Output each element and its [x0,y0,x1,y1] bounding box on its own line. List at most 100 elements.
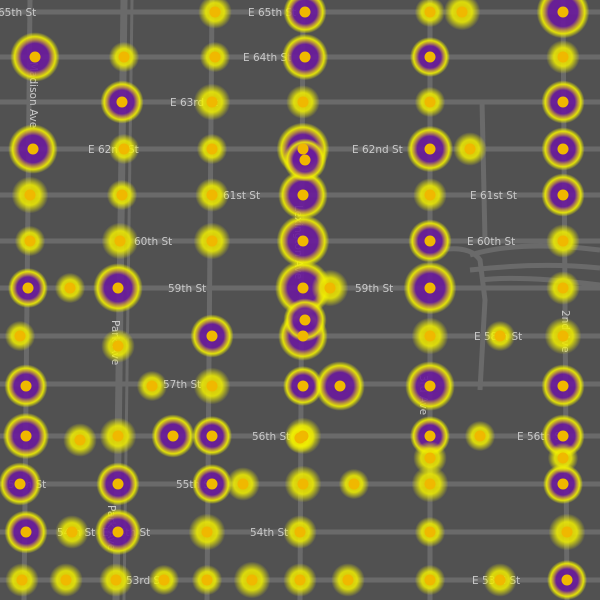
data-point[interactable] [24,235,36,247]
data-point[interactable] [557,452,569,464]
data-point[interactable] [424,235,436,247]
data-point[interactable] [297,282,309,294]
data-point[interactable] [112,478,124,490]
street-label: E 60th St [467,236,515,248]
data-point[interactable] [424,96,436,108]
data-point[interactable] [66,526,78,538]
data-point[interactable] [424,380,436,392]
data-point[interactable] [14,330,26,342]
data-point[interactable] [557,380,569,392]
data-point[interactable] [557,189,569,201]
data-point[interactable] [294,526,306,538]
data-point[interactable] [424,574,436,586]
data-point[interactable] [158,574,170,586]
data-point[interactable] [424,143,436,155]
data-point[interactable] [324,282,336,294]
data-point[interactable] [206,96,218,108]
data-point[interactable] [112,340,124,352]
data-point[interactable] [110,574,122,586]
data-point[interactable] [206,330,218,342]
data-point[interactable] [112,526,124,538]
data-point[interactable] [112,282,124,294]
data-point[interactable] [299,51,311,63]
data-point[interactable] [494,574,506,586]
data-point[interactable] [237,478,249,490]
data-point[interactable] [206,430,218,442]
data-point[interactable] [297,478,309,490]
data-point[interactable] [297,235,309,247]
data-point[interactable] [299,314,311,326]
data-point[interactable] [206,235,218,247]
data-point[interactable] [112,430,124,442]
data-point[interactable] [297,96,309,108]
data-point[interactable] [557,282,569,294]
data-point[interactable] [456,6,468,18]
data-point[interactable] [424,330,436,342]
data-point[interactable] [22,282,34,294]
data-point[interactable] [114,235,126,247]
data-point[interactable] [146,380,158,392]
data-point[interactable] [116,96,128,108]
data-point[interactable] [299,6,311,18]
data-point[interactable] [561,574,573,586]
data-point[interactable] [206,143,218,155]
data-point[interactable] [294,432,306,444]
data-point[interactable] [494,330,506,342]
data-point[interactable] [64,282,76,294]
street-label: E 64th St [243,52,291,64]
data-point[interactable] [27,143,39,155]
data-point[interactable] [557,51,569,63]
data-point[interactable] [557,330,569,342]
data-point[interactable] [424,6,436,18]
data-point[interactable] [118,143,130,155]
data-point[interactable] [20,380,32,392]
data-point[interactable] [118,51,130,63]
data-point[interactable] [24,189,36,201]
data-point[interactable] [299,154,311,166]
data-point[interactable] [297,143,309,155]
data-point[interactable] [297,330,309,342]
data-point[interactable] [14,478,26,490]
data-point[interactable] [206,189,218,201]
data-point[interactable] [348,478,360,490]
data-point[interactable] [561,526,573,538]
data-point[interactable] [60,574,72,586]
data-point[interactable] [334,380,346,392]
data-point[interactable] [342,574,354,586]
data-point[interactable] [206,478,218,490]
data-point[interactable] [297,189,309,201]
data-point[interactable] [557,235,569,247]
data-point[interactable] [16,574,28,586]
data-point[interactable] [424,526,436,538]
data-point[interactable] [424,430,436,442]
data-point[interactable] [557,430,569,442]
data-point[interactable] [424,452,436,464]
data-point[interactable] [474,430,486,442]
data-point[interactable] [201,574,213,586]
data-point[interactable] [167,430,179,442]
data-point[interactable] [294,574,306,586]
data-point[interactable] [424,478,436,490]
data-point[interactable] [557,143,569,155]
data-point[interactable] [20,430,32,442]
data-point[interactable] [424,51,436,63]
heat-spot [536,0,590,39]
data-point[interactable] [557,96,569,108]
data-point[interactable] [297,380,309,392]
data-point[interactable] [116,189,128,201]
data-point[interactable] [74,434,86,446]
data-point[interactable] [557,478,569,490]
data-point[interactable] [209,51,221,63]
data-point[interactable] [424,282,436,294]
data-point[interactable] [557,6,569,18]
data-point[interactable] [209,6,221,18]
data-point[interactable] [29,51,41,63]
data-point[interactable] [206,380,218,392]
data-point[interactable] [424,189,436,201]
data-point[interactable] [201,526,213,538]
street-label: 59th St [355,283,393,295]
data-point[interactable] [246,574,258,586]
data-point[interactable] [464,143,476,155]
data-point[interactable] [20,526,32,538]
